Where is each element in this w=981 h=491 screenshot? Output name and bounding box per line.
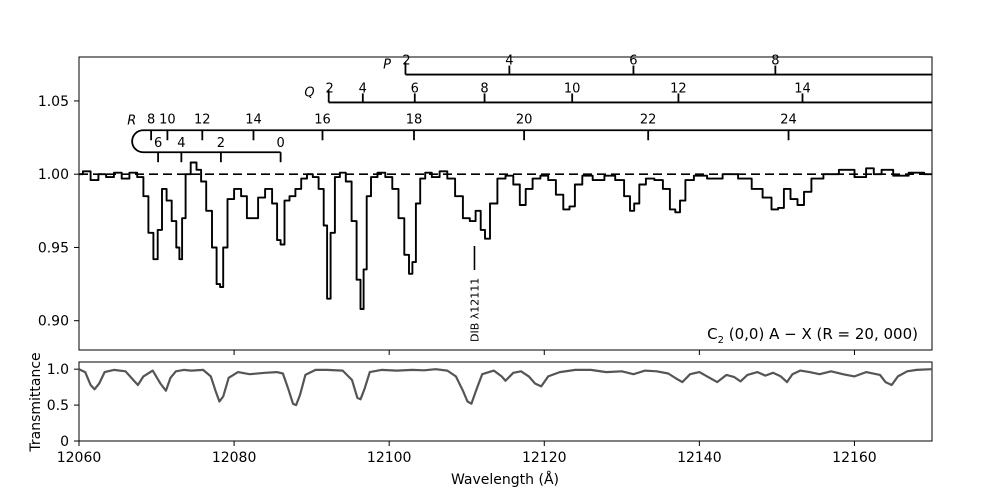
p-branch-tick-label: 2 <box>402 54 410 69</box>
p-branch-name: P <box>383 58 391 73</box>
r-branch-name: R <box>127 113 136 128</box>
c2-band-annotation: C2 (0,0) A − X (R = 20, 000) <box>707 325 918 346</box>
top-plot-frame <box>78 56 933 351</box>
q-branch-name: Q <box>304 85 314 100</box>
p-branch-tick-label: 8 <box>771 54 779 69</box>
top-y-tick-label: 1.05 <box>38 94 69 110</box>
bottom-y-axis: 0 0.5 1.0 <box>47 362 79 450</box>
r-branch-tick-label: 10 <box>159 112 176 127</box>
r-branch-tick-label: 8 <box>147 112 155 127</box>
r-branch-inner-tick-label: 4 <box>177 136 185 151</box>
dib-label: DIB λ12111 <box>468 278 481 342</box>
r-branch-tick-label: 22 <box>640 112 657 127</box>
p-branch-tick-label: 4 <box>505 54 513 69</box>
r-branch-tick-label: 14 <box>245 112 262 127</box>
bottom-x-tick-label: 12080 <box>212 450 257 466</box>
bottom-y-tick-label: 0.5 <box>47 398 69 414</box>
bottom-y-tick-label: 1.0 <box>47 362 69 378</box>
bottom-x-tick-label: 12100 <box>367 450 412 466</box>
c2-spectrum-line <box>79 161 932 310</box>
bottom-panel: 0 0.5 1.0 12060 12080 12100 12120 12140 12160 W… <box>28 352 933 488</box>
q-branch-tick-label: 10 <box>564 81 581 96</box>
r-branch-tick-label: 20 <box>516 112 533 127</box>
r-branch-tick-label: 24 <box>780 112 797 127</box>
bottom-x-tick-label: 12160 <box>832 450 877 466</box>
bottom-x-tick-label: 12140 <box>677 450 722 466</box>
q-branch-tick-label: 4 <box>359 81 367 96</box>
r-branch-inner-tick-label: 2 <box>217 136 225 151</box>
transmittance-line <box>78 368 933 407</box>
bottom-x-tick-label: 12120 <box>522 450 567 466</box>
r-branch-inner-tick-label: 0 <box>276 136 284 151</box>
x-axis-label: Wavelength (Å) <box>451 471 559 488</box>
r-branch-tick-label: 12 <box>194 112 211 127</box>
bottom-x-tick-label: 12060 <box>57 450 102 466</box>
bottom-plot-frame <box>78 361 933 442</box>
r-branch-ladder-line <box>131 129 932 154</box>
top-y-tick-label: 0.95 <box>38 240 69 256</box>
top-x-axis <box>233 350 855 355</box>
r-branch-inner-tick-label: 6 <box>154 136 162 151</box>
bottom-y-tick-label: 0 <box>60 434 69 450</box>
top-y-tick-label: 0.90 <box>38 314 69 330</box>
q-branch-tick-label: 2 <box>326 81 334 96</box>
top-y-tick-label: 1.00 <box>38 167 69 183</box>
q-branch-tick-label: 14 <box>794 81 811 96</box>
q-branch-tick-label: 6 <box>411 81 419 96</box>
q-branch-tick-label: 8 <box>480 81 488 96</box>
q-branch-tick-label: 12 <box>670 81 687 96</box>
p-branch-tick-label: 6 <box>629 54 637 69</box>
top-y-axis: 0.90 0.95 1.00 1.05 <box>38 94 79 330</box>
r-branch-tick-label: 18 <box>406 112 423 127</box>
r-branch-tick-label: 16 <box>314 112 331 127</box>
y-axis-label: Transmittance <box>28 352 44 452</box>
annotation-subscript: 2 <box>718 335 724 346</box>
annotation-text: (0,0) A − X (R = 20, 000) <box>724 325 918 343</box>
bottom-x-axis: 12060 12080 12100 12120 12140 12160 <box>57 441 877 466</box>
annotation-prefix: C <box>707 325 717 343</box>
